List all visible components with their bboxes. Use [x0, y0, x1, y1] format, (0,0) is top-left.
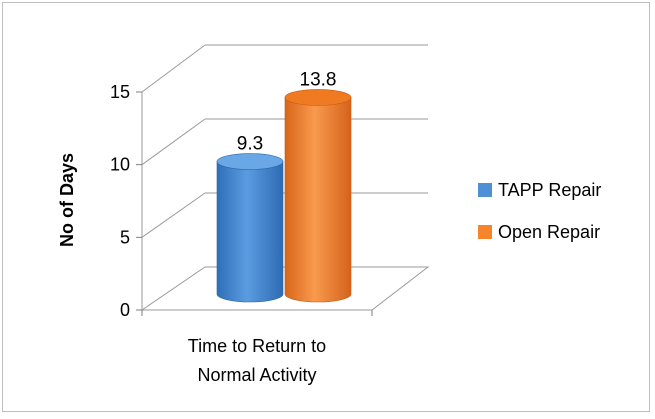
legend-item-tapp: TAPP Repair [478, 180, 601, 200]
legend-label-tapp: TAPP Repair [498, 179, 602, 200]
gridline-side [141, 44, 206, 93]
bar-open [284, 97, 352, 303]
legend-swatch-tapp [478, 183, 492, 197]
y-axis-title: No of Days [57, 153, 77, 247]
y-tick-label: 15 [110, 82, 130, 102]
x-category-label-line: Normal Activity [197, 365, 316, 385]
bar-top-tapp [216, 153, 284, 170]
floor [140, 266, 430, 311]
y-tick-label: 5 [120, 227, 130, 247]
axis-layer [136, 91, 373, 316]
bar-top-open [284, 89, 352, 106]
legend-swatch-open [478, 225, 492, 239]
legend-label-open: Open Repair [498, 221, 601, 242]
data-label-open: 13.8 [300, 69, 337, 90]
data-label-tapp: 9.3 [237, 134, 263, 155]
gridline-side [141, 118, 206, 166]
bar-layer [216, 89, 352, 303]
label-layer: 0 5 10 15 No of Days Time to Return to Normal … [57, 69, 336, 385]
bar-tapp [216, 161, 284, 303]
y-tick-label: 0 [120, 300, 130, 320]
legend: TAPP Repair Open Repair [478, 180, 601, 264]
x-category-label: Time to Return to Normal Activity [188, 336, 326, 385]
gridline-side [141, 192, 206, 238]
x-category-label-line: Time to Return to [188, 336, 326, 356]
y-tick-label: 10 [110, 155, 130, 175]
legend-item-open: Open Repair [478, 222, 601, 242]
